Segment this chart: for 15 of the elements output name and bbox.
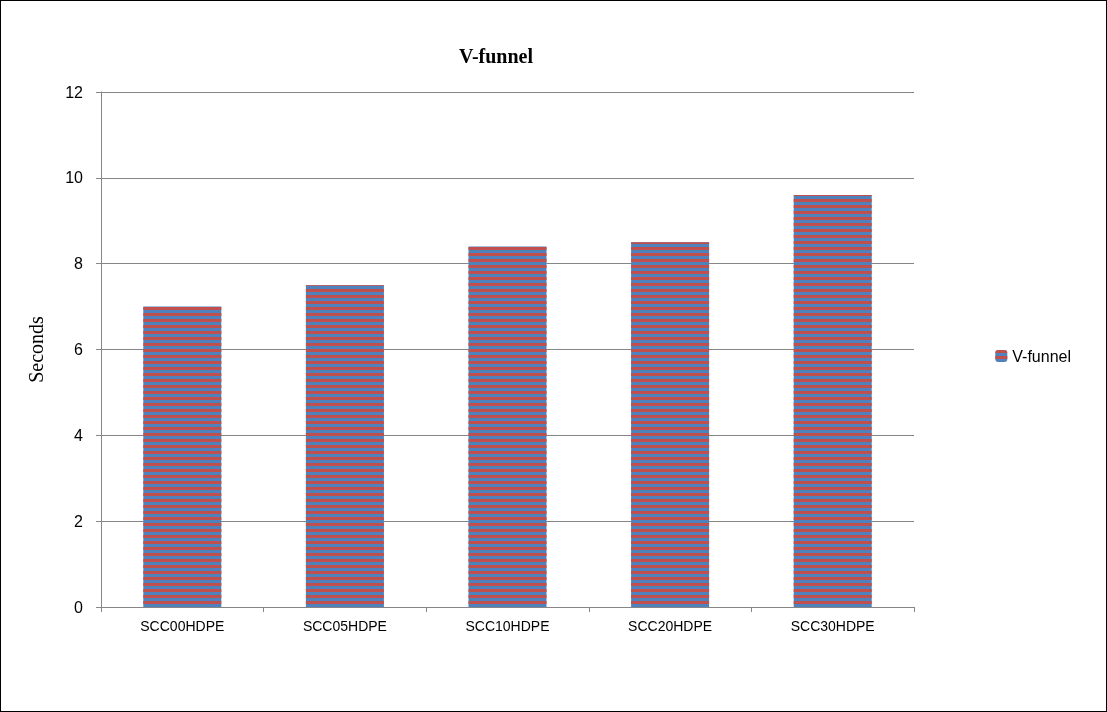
x-tick-label: SCC10HDPE [465,618,550,634]
x-tick-label: SCC30HDPE [790,618,875,634]
y-axis-title: Seconds [25,315,47,383]
y-tick-label: 10 [65,169,84,187]
y-tick-label: 8 [74,255,84,273]
y-tick-label: 0 [74,598,84,616]
y-tick-label: 4 [74,426,84,444]
x-tick-label: SCC20HDPE [628,618,713,634]
legend-label: V-funnel [1012,347,1072,365]
y-tick-label: 12 [65,83,84,101]
y-tick-label: 6 [74,341,84,358]
x-tick-label: SCC00HDPE [140,618,225,634]
chart-title: V-funnel [458,45,534,67]
y-tick-label: 2 [74,512,84,530]
x-tick-label: SCC05HDPE [302,618,387,634]
